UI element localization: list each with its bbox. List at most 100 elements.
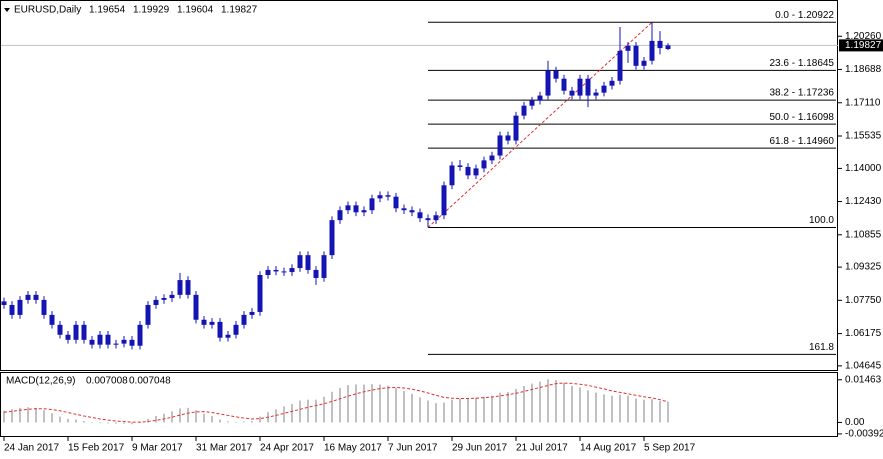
macd-bar	[443, 402, 445, 423]
header-close: 1.19827	[221, 5, 258, 16]
macd-bar	[635, 398, 637, 423]
fib-label: 0.0 - 1.20922	[775, 10, 834, 21]
macd-bar	[203, 413, 205, 423]
macd-signal-value: 0.007048	[129, 376, 171, 387]
candle-body	[161, 298, 167, 300]
candle-body	[569, 90, 575, 96]
candle-body	[89, 339, 95, 345]
candle-body	[217, 321, 223, 338]
fib-trend	[427, 21, 653, 228]
candle-body	[617, 50, 623, 81]
menu-triangle	[4, 8, 10, 12]
macd-bar	[219, 419, 221, 423]
macd-bar	[523, 385, 525, 423]
fib-label: 161.8	[809, 342, 834, 353]
macd-bar	[387, 385, 389, 423]
macd-bar	[251, 420, 253, 423]
candle-body	[177, 280, 183, 295]
candle-body	[201, 319, 207, 325]
candle-body	[305, 255, 311, 270]
candle-body	[641, 60, 647, 66]
macd-bar	[451, 399, 453, 423]
x-tick-label: 31 Mar 2017	[196, 443, 253, 454]
candle-body	[425, 218, 431, 221]
y-tick-label: 1.09325	[845, 262, 882, 273]
macd-bar	[579, 387, 581, 423]
macd-bar	[371, 384, 373, 423]
candle-body	[337, 210, 343, 221]
candle-body	[465, 166, 471, 176]
macd-signal	[3, 382, 669, 423]
candle-body	[153, 299, 159, 305]
candle-body	[225, 334, 231, 338]
macd-bar	[123, 422, 125, 424]
candle-body	[513, 115, 519, 141]
macd-bar	[459, 398, 461, 423]
macd-bar	[195, 410, 197, 423]
macd-bar	[187, 407, 189, 423]
candle-body	[625, 45, 631, 51]
header-low: 1.19604	[177, 5, 214, 16]
candle-body	[505, 135, 511, 141]
candle-body	[497, 135, 503, 156]
candle-body	[321, 255, 327, 278]
macd-bar	[163, 413, 165, 423]
candle-body	[649, 40, 655, 61]
macd-bar	[667, 401, 669, 423]
candle-body	[417, 212, 423, 219]
macd-bar	[35, 407, 37, 423]
header-open: 1.19654	[89, 5, 126, 16]
macd-bar	[331, 391, 333, 423]
candle-body	[281, 271, 287, 273]
macd-bar	[507, 392, 509, 423]
macd-bar	[475, 397, 477, 423]
candle-body	[81, 324, 87, 340]
candle-body	[665, 45, 671, 50]
macd-bar	[91, 422, 93, 423]
macd-bar	[83, 420, 85, 423]
candle-body	[441, 185, 447, 216]
macd-bar	[603, 394, 605, 423]
candle-body	[609, 80, 615, 86]
candle-body	[385, 195, 391, 197]
price-label: 1.19827	[845, 40, 882, 51]
fib-label: 61.8 - 1.14960	[770, 136, 835, 147]
y-tick-label: 1.18688	[845, 64, 882, 75]
candle-body	[361, 210, 367, 213]
macd-bar	[131, 422, 133, 425]
macd-bar	[659, 400, 661, 423]
candle-body	[433, 215, 439, 221]
macd-bar	[67, 418, 69, 423]
main-panel	[0, 0, 838, 371]
candle-body	[65, 334, 71, 340]
candle-body	[169, 294, 175, 299]
macd-bar	[347, 385, 349, 423]
y-tick-label: 1.15535	[845, 131, 882, 142]
candle-body	[57, 324, 63, 335]
candle-body	[585, 78, 591, 96]
candle-body	[289, 268, 295, 273]
candle-body	[633, 45, 639, 66]
price-box	[839, 39, 883, 52]
y-tick-label: 1.10855	[845, 229, 882, 240]
candle-body	[657, 40, 663, 49]
candle-body	[369, 198, 375, 211]
candle-body	[113, 343, 119, 345]
y-tick-label: 1.14000	[845, 163, 882, 174]
candle-body	[473, 168, 479, 176]
macd-name: MACD(12,26,9)	[6, 376, 75, 387]
macd-bar	[155, 416, 157, 423]
candle-body	[33, 294, 39, 300]
x-tick-label: 7 Jun 2017	[388, 443, 438, 454]
macd-bar	[531, 383, 533, 423]
macd-bar	[211, 416, 213, 423]
macd-bar	[499, 392, 501, 423]
macd-bar	[139, 422, 141, 423]
y-tick-label: 1.12430	[845, 196, 882, 207]
header-high: 1.19929	[133, 5, 170, 16]
candle-body	[545, 70, 551, 96]
macd-bar	[363, 384, 365, 423]
macd-bar	[379, 384, 381, 423]
macd-bar	[587, 390, 589, 423]
